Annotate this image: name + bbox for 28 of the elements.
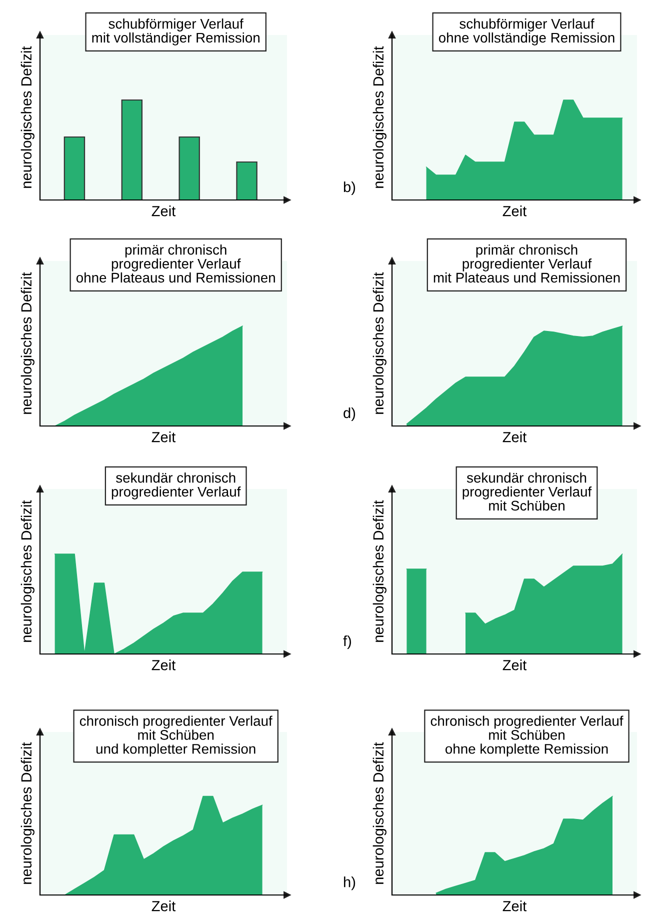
- chart-title: chronisch progredienter Verlauf mit Schüben ohne komplette Remission: [430, 716, 624, 757]
- y-axis-title: neurologisches Defizit: [372, 742, 386, 884]
- y-axis-title: neurologisches Defizit: [20, 272, 34, 414]
- y-axis-title: neurologisches Defizit: [372, 272, 386, 414]
- chart-title: primär chronisch progredienter Verlauf ohne Plateaus und Remissionen: [76, 244, 275, 283]
- y-axis-title: neurologisches Defizit: [372, 500, 386, 642]
- chart-title: primär chronisch progredienter Verlauf mit Plateaus und Remissionen: [434, 244, 620, 283]
- chart-title: schubförmiger Verlauf mit vollständiger Remission: [92, 18, 260, 46]
- chart-title: chronisch progredienter Verlauf mit Schüben und kompletter Remission: [80, 716, 272, 757]
- y-axis-title: neurologisches Defizit: [20, 500, 34, 642]
- text: h): [344, 876, 356, 890]
- text: b): [344, 181, 356, 196]
- x-axis-title: Zeit: [152, 900, 176, 912]
- y-axis-title: neurologisches Defizit: [372, 46, 386, 188]
- chart-title: schubförmiger Verlauf ohne vollständige Remission: [438, 18, 614, 46]
- x-axis-title: Zeit: [502, 432, 527, 442]
- text: d): [344, 407, 356, 422]
- y-axis-title: neurologisches Defizit: [20, 46, 34, 188]
- x-axis-title: Zeit: [152, 206, 176, 216]
- x-axis-title: Zeit: [502, 206, 527, 216]
- x-axis-title: Zeit: [502, 660, 527, 670]
- y-axis-title: neurologisches Defizit: [20, 742, 34, 884]
- x-axis-title: Zeit: [152, 660, 176, 670]
- chart-title: sekundär chronisch progredienter Verlauf: [112, 472, 241, 500]
- chart-title: sekundär chronisch progredienter Verlauf mit Schüben: [462, 472, 592, 511]
- x-axis-title: Zeit: [152, 432, 176, 442]
- x-axis-title: Zeit: [502, 900, 527, 912]
- text: f): [343, 635, 352, 650]
